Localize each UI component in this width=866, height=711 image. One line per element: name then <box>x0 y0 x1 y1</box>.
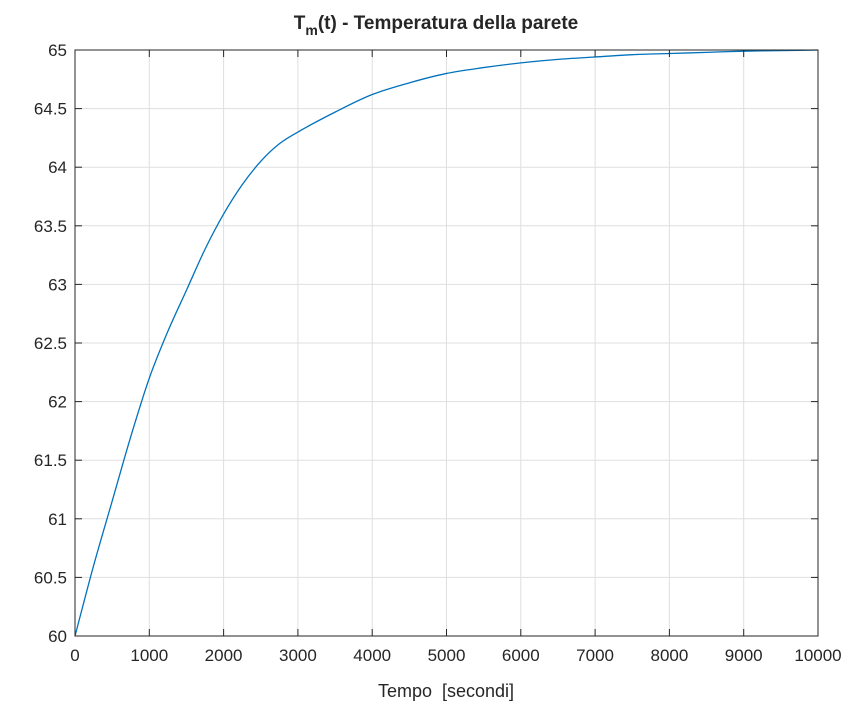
x-tick-label: 3000 <box>279 646 317 665</box>
y-tick-label: 64 <box>48 158 67 177</box>
tick-marks <box>74 49 819 637</box>
x-tick-label: 2000 <box>205 646 243 665</box>
y-tick-label: 61.5 <box>34 451 67 470</box>
x-tick-label: 4000 <box>353 646 391 665</box>
x-tick-label: 6000 <box>502 646 540 665</box>
series-line <box>74 49 819 637</box>
grid <box>75 50 818 636</box>
x-tick-label: 5000 <box>428 646 466 665</box>
y-tick-label: 61 <box>48 510 67 529</box>
x-tick-label: 7000 <box>576 646 614 665</box>
x-tick-label: 9000 <box>725 646 763 665</box>
x-tick-label: 0 <box>70 646 79 665</box>
chart-title-subscript: m <box>305 22 317 38</box>
y-tick-label: 65 <box>48 41 67 60</box>
y-tick-label: 62 <box>48 393 67 412</box>
chart-title-rest: (t) - Temperatura della parete <box>318 13 578 34</box>
y-tick-label: 62.5 <box>34 334 67 353</box>
chart-title: Tm(t) - Temperatura della parete <box>294 13 579 38</box>
y-tick-label: 63 <box>48 275 67 294</box>
x-tick-label: 1000 <box>130 646 168 665</box>
series-layer <box>74 49 819 637</box>
y-tick-labels: 60 60.5 61 61.5 62 62.5 63 63.5 64 64.5 65 <box>34 41 67 646</box>
chart-title-main: T <box>294 13 306 34</box>
y-tick-label: 64.5 <box>34 100 67 119</box>
y-tick-label: 60.5 <box>34 568 67 587</box>
x-tick-labels: 0 1000 2000 3000 4000 5000 6000 7000 8000 9000 100… <box>70 646 841 665</box>
x-axis-label: Tempo [secondi] <box>378 681 514 701</box>
y-tick-label: 60 <box>48 627 67 646</box>
y-tick-label: 63.5 <box>34 217 67 236</box>
x-tick-label: 10000 <box>794 646 841 665</box>
x-tick-label: 8000 <box>650 646 688 665</box>
